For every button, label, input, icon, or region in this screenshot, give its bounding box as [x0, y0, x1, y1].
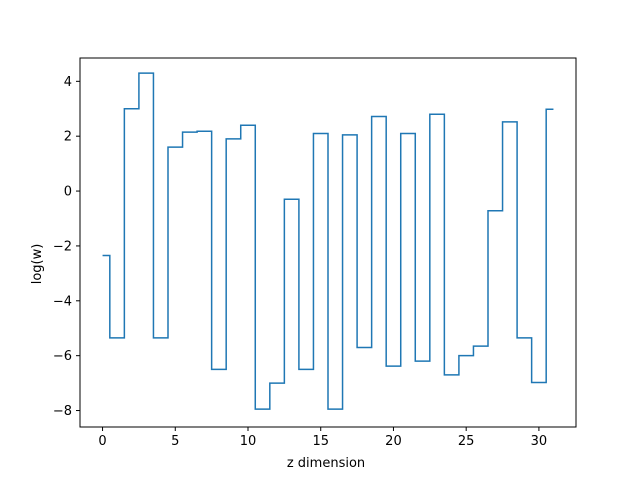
axes: 0 5 10 15 20 25 30 −8 −6 −4 −2 0 2 4	[53, 57, 577, 449]
y-tick-label: −8	[53, 404, 72, 419]
x-tick-label: 20	[385, 434, 402, 449]
y-tick-label: −6	[53, 349, 72, 364]
axes-frame	[79, 57, 577, 428]
y-tick-label: −4	[53, 294, 72, 309]
plot-area	[102, 72, 554, 410]
x-tick-label: 10	[240, 434, 257, 449]
y-tick-label: 4	[64, 75, 72, 90]
x-axis-label: z dimension	[287, 456, 365, 471]
y-tick-label: −2	[53, 239, 72, 254]
x-tick-label: 5	[171, 434, 179, 449]
y-tick-label: 2	[64, 130, 72, 145]
x-tick-label: 0	[98, 434, 106, 449]
x-tick-label: 25	[458, 434, 475, 449]
x-tick-label: 30	[531, 434, 548, 449]
y-axis-label: log(w)	[30, 244, 45, 285]
y-tick-label: 0	[64, 185, 72, 200]
series-line-0	[102, 72, 554, 410]
x-tick-label: 15	[312, 434, 329, 449]
